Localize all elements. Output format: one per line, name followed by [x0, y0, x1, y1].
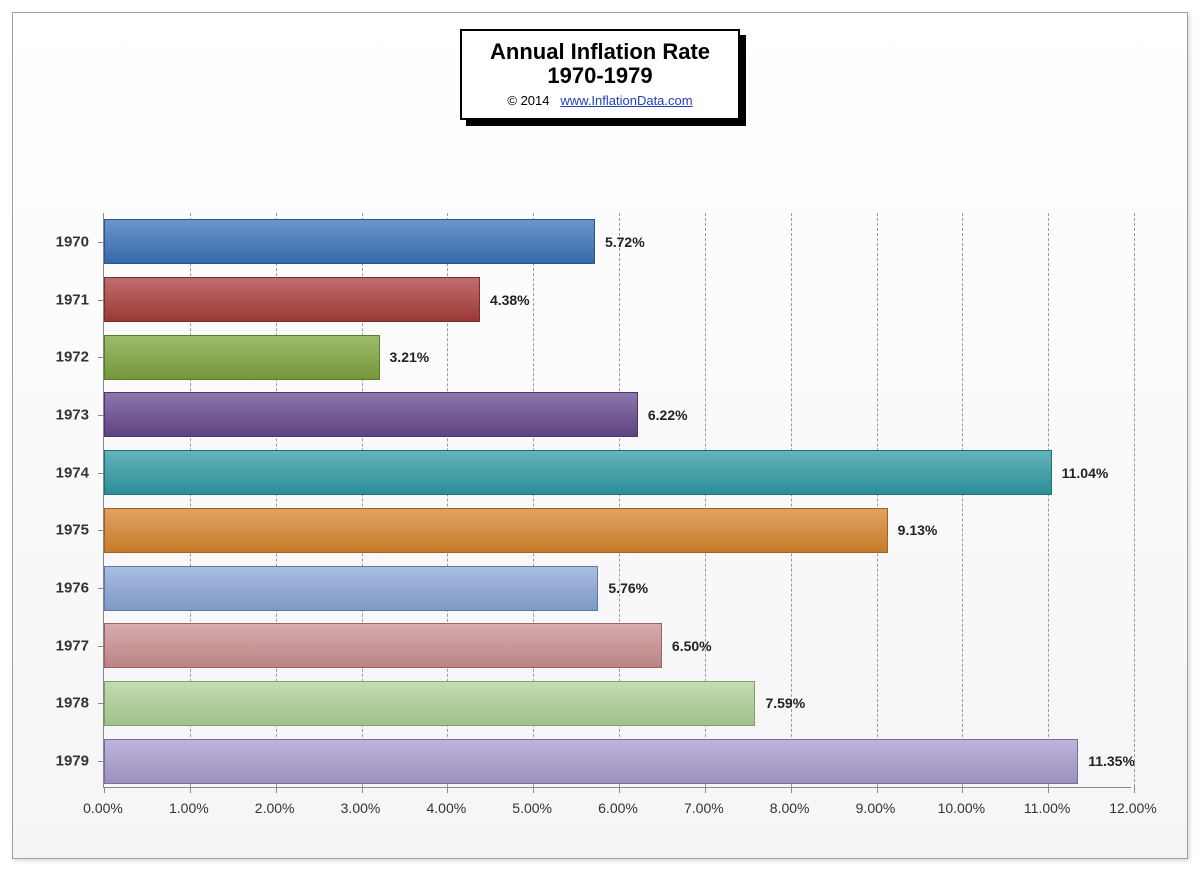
x-tick [1134, 787, 1135, 793]
y-axis-label: 1977 [56, 637, 89, 654]
y-axis-label: 1978 [56, 695, 89, 712]
y-axis-label: 1975 [56, 522, 89, 539]
x-tick [190, 787, 191, 793]
bar [104, 681, 755, 726]
x-axis-label: 1.00% [169, 800, 209, 816]
y-axis-label: 1972 [56, 349, 89, 366]
chart-title-line1: Annual Inflation Rate [490, 39, 710, 65]
x-tick [362, 787, 363, 793]
plot-area: 5.72% 4.38% 3.21% 6.22% 11.04% 9.13% 5.76% 6.50… [103, 213, 1131, 788]
bar-value-label: 5.76% [608, 580, 648, 596]
x-tick [877, 787, 878, 793]
outer-frame: Annual Inflation Rate 1970-1979 © 2014 w… [0, 0, 1200, 871]
title-box: Annual Inflation Rate 1970-1979 © 2014 w… [460, 29, 740, 120]
x-tick [276, 787, 277, 793]
chart-subtitle: © 2014 www.InflationData.com [490, 93, 710, 108]
x-tick [619, 787, 620, 793]
y-axis-label: 1973 [56, 406, 89, 423]
gridline [1048, 213, 1049, 787]
y-tick [98, 242, 104, 243]
source-link[interactable]: www.InflationData.com [560, 93, 692, 108]
x-axis-label: 10.00% [938, 800, 985, 816]
x-axis-label: 9.00% [856, 800, 896, 816]
y-tick [98, 300, 104, 301]
bar [104, 219, 595, 264]
bar-value-label: 6.22% [648, 407, 688, 423]
bar-value-label: 3.21% [390, 349, 430, 365]
x-axis-label: 8.00% [770, 800, 810, 816]
y-axis-label: 1976 [56, 580, 89, 597]
x-tick [104, 787, 105, 793]
y-axis-label: 1974 [56, 464, 89, 481]
bar [104, 335, 380, 380]
x-tick [533, 787, 534, 793]
bar-value-label: 4.38% [490, 292, 530, 308]
x-tick [1048, 787, 1049, 793]
gridline [1134, 213, 1135, 787]
bar [104, 566, 598, 611]
x-tick [705, 787, 706, 793]
x-axis-labels: 0.00%1.00%2.00%3.00%4.00%5.00%6.00%7.00%… [103, 800, 1131, 820]
bar-value-label: 6.50% [672, 638, 712, 654]
chart-title-line2: 1970-1979 [490, 63, 710, 89]
x-axis-label: 11.00% [1024, 800, 1070, 816]
bar [104, 450, 1052, 495]
x-tick [791, 787, 792, 793]
bar-value-label: 5.72% [605, 234, 645, 250]
bar [104, 623, 662, 668]
bar-value-label: 11.35% [1088, 753, 1135, 769]
x-axis-label: 3.00% [341, 800, 381, 816]
y-tick [98, 646, 104, 647]
bar [104, 508, 888, 553]
x-axis-label: 7.00% [684, 800, 724, 816]
bar [104, 739, 1078, 784]
gridline [962, 213, 963, 787]
y-tick [98, 530, 104, 531]
x-axis-label: 5.00% [512, 800, 552, 816]
x-tick [962, 787, 963, 793]
x-tick [447, 787, 448, 793]
bar-value-label: 9.13% [898, 522, 938, 538]
bar-value-label: 11.04% [1062, 465, 1109, 481]
y-axis-label: 1970 [56, 233, 89, 250]
title-wrap: Annual Inflation Rate 1970-1979 © 2014 w… [13, 29, 1187, 120]
y-axis-label: 1979 [56, 753, 89, 770]
y-tick [98, 703, 104, 704]
y-tick [98, 588, 104, 589]
x-axis-label: 2.00% [255, 800, 295, 816]
gridline [877, 213, 878, 787]
y-axis-label: 1971 [56, 291, 89, 308]
y-axis-labels: 1970 1971 1972 1973 1974 1975 1976 1977 1978 1979 [13, 213, 95, 788]
copyright-text: © 2014 [507, 93, 549, 108]
x-axis-label: 4.00% [426, 800, 466, 816]
x-axis-label: 6.00% [598, 800, 638, 816]
x-axis-label: 12.00% [1109, 800, 1156, 816]
bar [104, 392, 638, 437]
y-tick [98, 473, 104, 474]
bar [104, 277, 480, 322]
y-tick [98, 761, 104, 762]
y-tick [98, 415, 104, 416]
chart-panel: Annual Inflation Rate 1970-1979 © 2014 w… [12, 12, 1188, 859]
x-axis-label: 0.00% [83, 800, 123, 816]
y-tick [98, 357, 104, 358]
bar-value-label: 7.59% [765, 695, 805, 711]
